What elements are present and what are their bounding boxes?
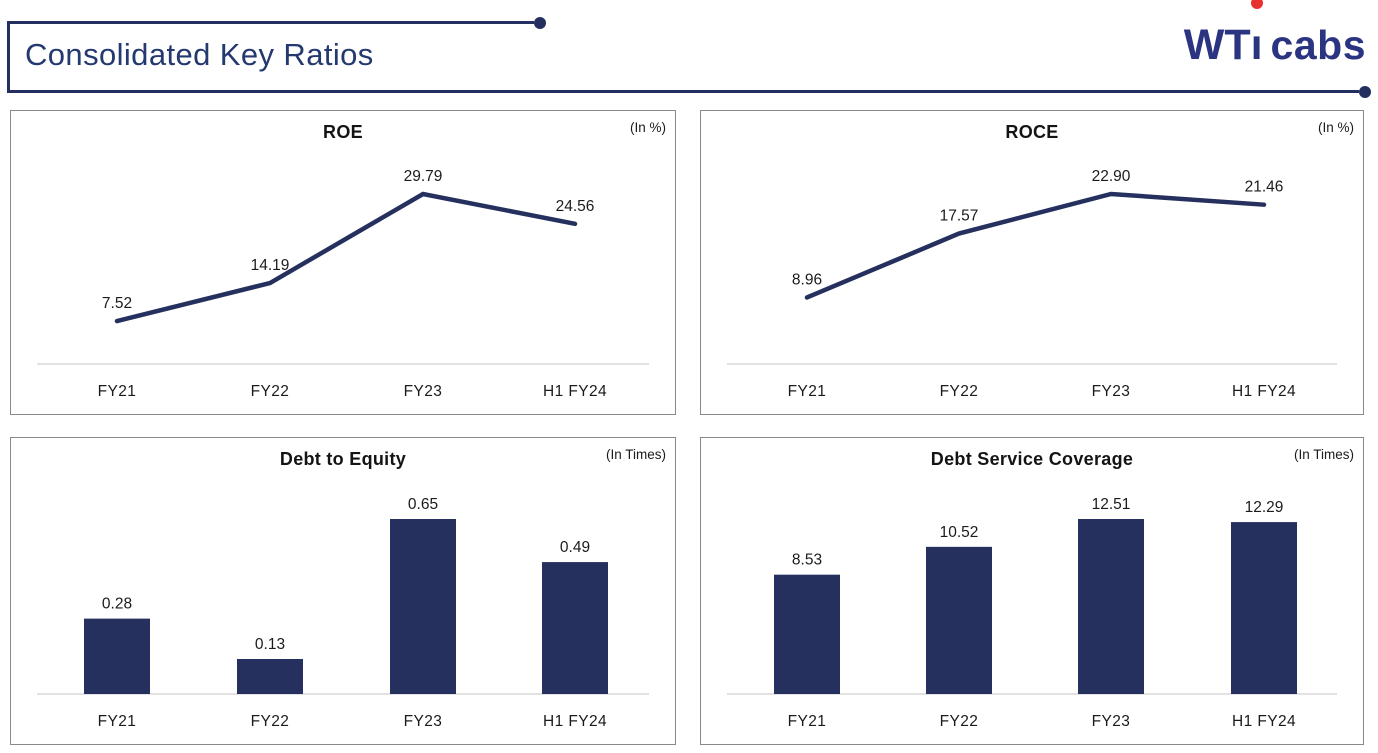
chart-title: ROCE: [1005, 122, 1059, 142]
category-label: FY21: [788, 713, 827, 730]
rule-end-dot: [1359, 85, 1371, 98]
page-title: Consolidated Key Ratios: [25, 37, 374, 72]
chart-title: Debt to Equity: [279, 449, 407, 469]
category-label: H1 FY24: [543, 713, 607, 730]
category-label: FY23: [404, 383, 443, 400]
roe-line-chart: 7.52 14.19 29.79 24.56 FY21 FY22 FY23 H1 FY24: [37, 168, 649, 400]
logo-wt-text: WT: [1183, 21, 1251, 69]
bar: [390, 519, 456, 694]
chart-panel-roce: ROCE (In %) 8.96 17.57 22.90 21.46 FY21 FY22 F…: [700, 110, 1364, 415]
category-label: FY21: [98, 383, 137, 400]
data-label: 0.49: [560, 539, 590, 556]
chart-unit-label: (In %): [1317, 120, 1354, 135]
header-top-rule: [7, 16, 546, 29]
wti-cabs-logo: WT ı cabs: [1183, 0, 1366, 69]
bar: [1078, 519, 1144, 694]
category-label: FY21: [98, 713, 137, 730]
bar: [1231, 522, 1297, 694]
category-label: FY22: [251, 383, 290, 400]
category-label: FY21: [788, 383, 827, 400]
bar: [237, 659, 303, 694]
logo-red-dot-icon: [1250, 0, 1263, 9]
logo-i-text: ı: [1250, 21, 1263, 69]
data-label: 10.52: [940, 524, 979, 541]
chart-title: ROE: [323, 122, 363, 142]
data-label: 7.52: [102, 295, 132, 312]
category-label: FY22: [251, 713, 290, 730]
chart-unit-label: (In Times): [605, 447, 666, 462]
data-label: 0.65: [408, 496, 438, 513]
logo-i-wrap: ı: [1250, 0, 1263, 69]
category-label: H1 FY24: [1232, 713, 1296, 730]
bar: [84, 618, 150, 694]
bar: [774, 574, 840, 694]
data-label: 22.90: [1092, 168, 1131, 185]
debt-service-coverage-bar-chart: 8.53 10.52 12.51 12.29 FY21 FY22 FY23 H1 FY24: [727, 496, 1337, 730]
logo-cabs-text: cabs: [1270, 22, 1366, 68]
category-label: H1 FY24: [1232, 383, 1296, 400]
data-label: 21.46: [1245, 179, 1284, 196]
bar: [926, 546, 992, 694]
series-line: [804, 191, 1267, 300]
data-label: 14.19: [251, 257, 290, 274]
chart-panel-debt-service-coverage: Debt Service Coverage (In Times) 8.53 10.…: [700, 437, 1364, 745]
data-label: 12.51: [1092, 496, 1131, 513]
data-label: 8.96: [792, 271, 822, 288]
category-label: FY23: [1092, 383, 1131, 400]
bar: [542, 562, 608, 694]
chart-title: Debt Service Coverage: [930, 449, 1134, 469]
category-label: FY22: [940, 383, 979, 400]
data-label: 0.28: [102, 596, 132, 613]
series-line: [114, 191, 578, 324]
roce-line-chart: 8.96 17.57 22.90 21.46 FY21 FY22 FY23 H1 FY24: [727, 168, 1337, 400]
category-label: FY22: [940, 713, 979, 730]
category-label: FY23: [1092, 713, 1131, 730]
header-left-rule: [7, 21, 10, 92]
chart-panel-roe: ROE (In %) 7.52 14.19 29.79 24.56 FY21 FY22 FY…: [10, 110, 676, 415]
data-label: 29.79: [404, 168, 443, 185]
header-bottom-rule: [7, 85, 1371, 98]
rule-end-dot: [534, 16, 546, 29]
data-label: 0.13: [255, 636, 285, 653]
chart-panel-debt-to-equity: Debt to Equity (In Times) 0.28 0.13 0.65 0.…: [10, 437, 676, 745]
debt-to-equity-bar-chart: 0.28 0.13 0.65 0.49 FY21 FY22 FY23 H1 FY24: [37, 496, 649, 730]
category-label: H1 FY24: [543, 383, 607, 400]
data-label: 8.53: [792, 552, 822, 569]
chart-unit-label: (In %): [629, 120, 666, 135]
category-label: FY23: [404, 713, 443, 730]
chart-unit-label: (In Times): [1293, 447, 1354, 462]
data-label: 12.29: [1245, 499, 1284, 516]
data-label: 17.57: [940, 208, 979, 225]
data-label: 24.56: [556, 198, 595, 215]
